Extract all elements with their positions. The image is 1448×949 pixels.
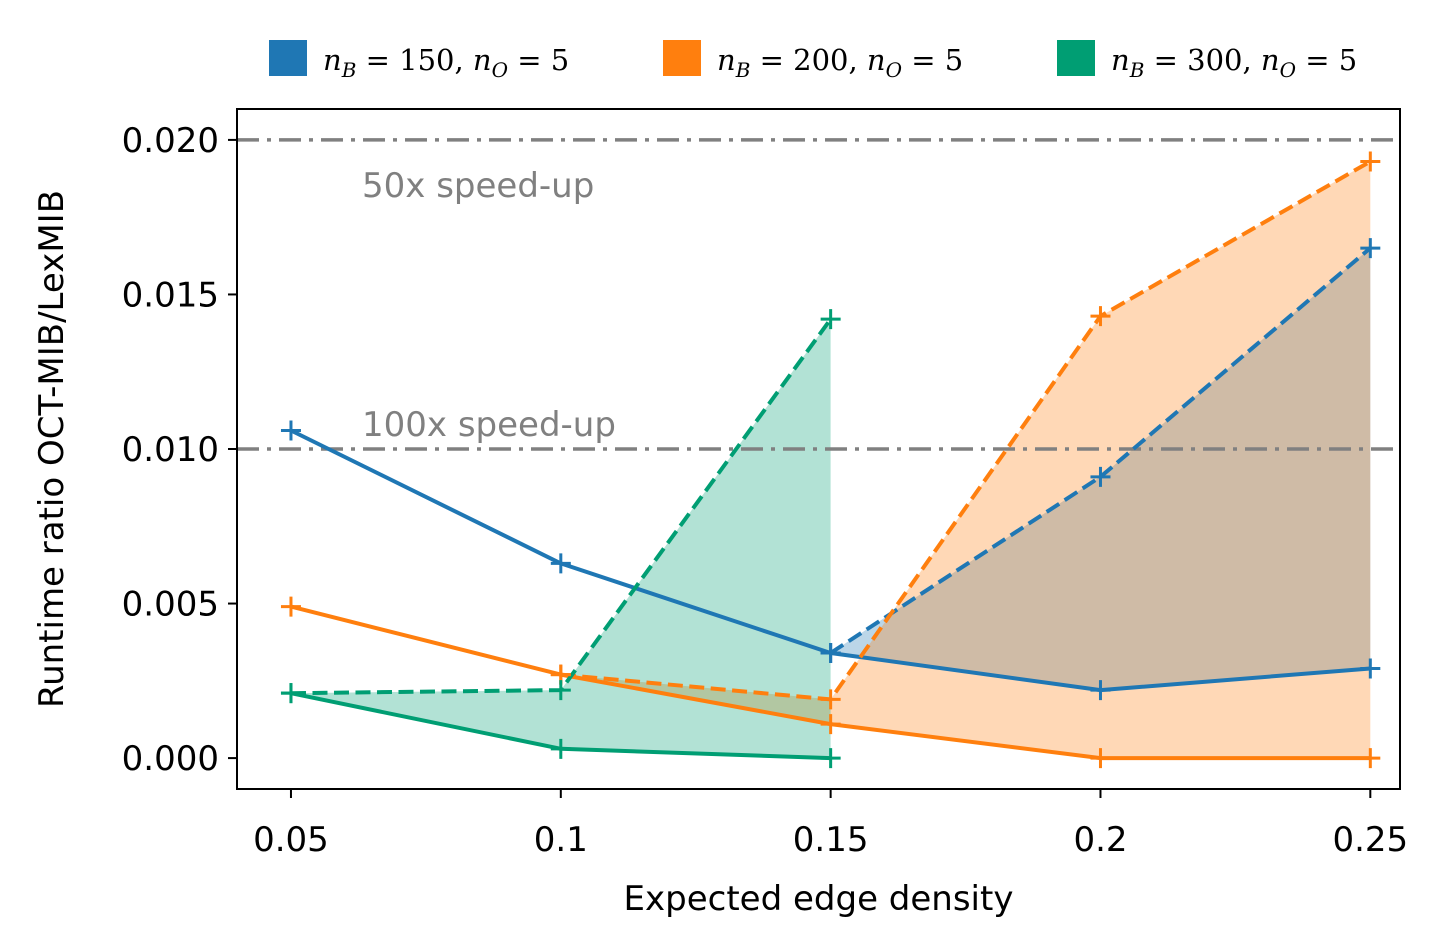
data-point-dashed-n-b-150-n-o-5 <box>820 643 841 663</box>
data-point-dashed-n-b-300-n-o-5 <box>820 309 841 330</box>
legend-swatch-n-b-300-n-o-5 <box>1057 40 1095 76</box>
fill-regions <box>291 161 1371 759</box>
ref-label-50x: 50x speed-up <box>362 166 594 206</box>
series-line-dashed-n-b-200-n-o-5 <box>560 159 1372 702</box>
data-point-dashed-n-b-150-n-o-5 <box>1360 238 1381 259</box>
data-point-solid-n-b-300-n-o-5 <box>550 738 571 759</box>
x-tick-label: 0.25 <box>1332 820 1408 860</box>
data-point-dashed-n-b-200-n-o-5 <box>1360 151 1381 172</box>
x-tick-label: 0.2 <box>1073 820 1127 860</box>
data-point-solid-n-b-150-n-o-5 <box>550 553 571 574</box>
x-axis-title: Expected edge density <box>624 879 1014 919</box>
legend: nB = 150, nO = 5 nB = 200, nO = 5 nB = 300… <box>269 40 1357 82</box>
data-point-solid-n-b-150-n-o-5 <box>280 420 301 441</box>
ref-label-100x: 100x speed-up <box>362 405 616 445</box>
data-point-solid-n-b-200-n-o-5 <box>1090 748 1111 769</box>
data-point-solid-n-b-200-n-o-5 <box>280 596 301 617</box>
data-point-dashed-n-b-200-n-o-5 <box>1090 306 1111 327</box>
legend-label-n-b-300-n-o-5: nB = 300, nO = 5 <box>1111 43 1357 82</box>
fill-region-n-b-300-n-o-5 <box>291 319 831 759</box>
series-markers <box>280 151 1381 769</box>
data-point-dashed-n-b-300-n-o-5 <box>280 683 301 704</box>
y-axis-ticks: 0.000 0.005 0.010 0.015 0.020 <box>122 121 237 779</box>
y-tick-label: 0.010 <box>122 430 219 470</box>
x-tick-label: 0.1 <box>534 820 588 860</box>
data-point-solid-n-b-300-n-o-5 <box>820 748 841 769</box>
legend-label-n-b-200-n-o-5: nB = 200, nO = 5 <box>717 43 963 82</box>
y-tick-label: 0.020 <box>122 121 219 161</box>
y-tick-label: 0.000 <box>122 739 219 779</box>
reference-lines <box>237 138 1400 451</box>
legend-swatch-n-b-150-n-o-5 <box>269 40 307 76</box>
fill-region-n-b-150-n-o-5 <box>830 248 1371 691</box>
x-tick-label: 0.15 <box>793 820 869 860</box>
data-point-solid-n-b-200-n-o-5 <box>820 714 841 735</box>
y-tick-label: 0.005 <box>122 585 219 625</box>
data-point-solid-n-b-150-n-o-5 <box>1360 658 1381 679</box>
data-point-solid-n-b-150-n-o-5 <box>1090 680 1111 701</box>
data-point-dashed-n-b-300-n-o-5 <box>550 680 571 701</box>
y-axis-title: Runtime ratio OCT-MIB/LexMIB <box>32 190 72 708</box>
x-axis-ticks: 0.05 0.1 0.15 0.2 0.25 <box>253 789 1408 860</box>
y-tick-label: 0.015 <box>122 275 219 315</box>
fill-region-n-b-200-n-o-5 <box>560 161 1371 759</box>
data-point-dashed-n-b-200-n-o-5 <box>820 689 841 710</box>
data-point-solid-n-b-200-n-o-5 <box>1360 748 1381 769</box>
x-tick-label: 0.05 <box>253 820 329 860</box>
legend-label-n-b-150-n-o-5: nB = 150, nO = 5 <box>323 43 569 82</box>
legend-swatch-n-b-200-n-o-5 <box>663 40 701 76</box>
data-point-dashed-n-b-150-n-o-5 <box>1090 466 1111 487</box>
